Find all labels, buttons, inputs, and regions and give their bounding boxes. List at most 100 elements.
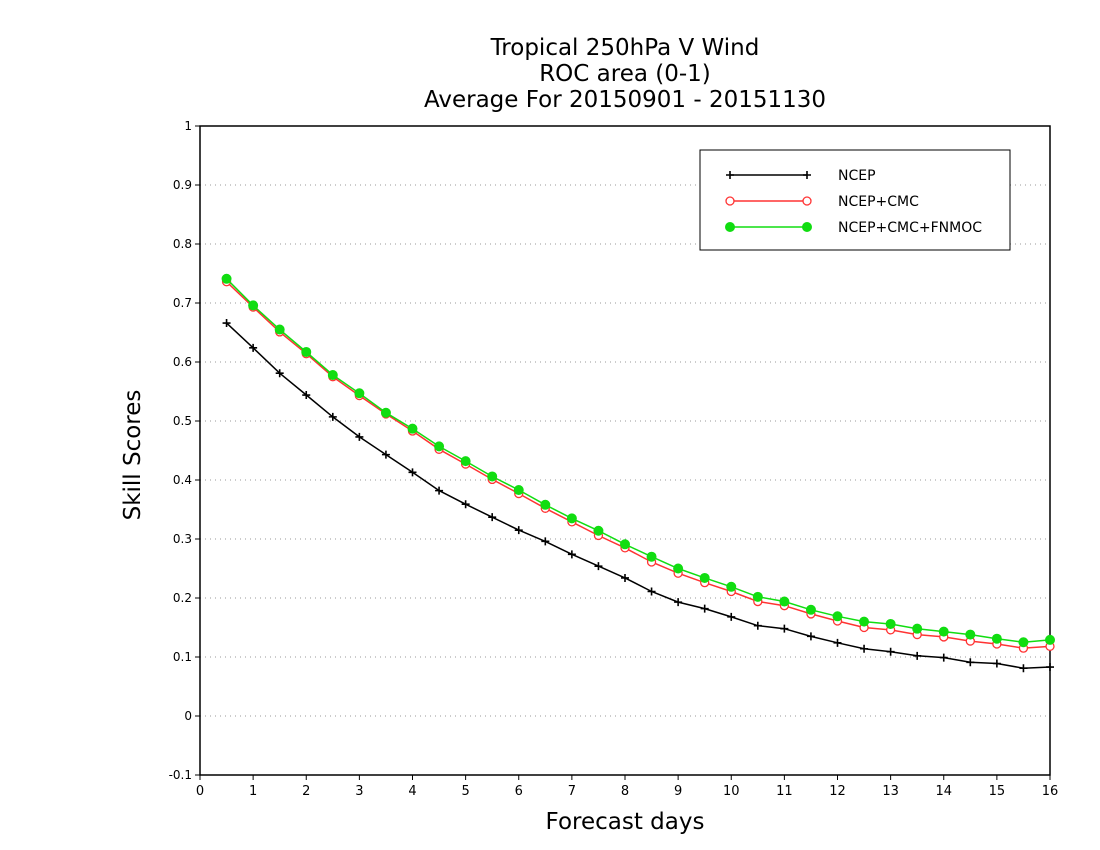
y-tick-label: 0.9	[173, 178, 192, 192]
data-point-ncep	[594, 562, 603, 571]
data-point-ncep	[700, 604, 709, 613]
x-tick-label: 6	[515, 784, 523, 799]
data-point-ncep-cmc-fnmoc	[1018, 637, 1029, 648]
data-point-ncep	[647, 587, 656, 596]
data-point-ncep	[966, 658, 975, 667]
data-point-ncep-cmc-fnmoc	[646, 551, 657, 562]
x-tick-label: 16	[1042, 784, 1059, 799]
data-point-ncep	[461, 500, 470, 509]
data-point-ncep	[302, 391, 311, 400]
x-tick-label: 2	[302, 784, 310, 799]
series-line-ncep	[226, 322, 1051, 669]
legend-marker-ncep	[726, 171, 734, 179]
data-point-ncep	[621, 573, 629, 582]
data-point-ncep-cmc-fnmoc	[380, 407, 391, 418]
y-tick-label: 0.4	[173, 473, 192, 487]
data-point-ncep-cmc-fnmoc	[513, 485, 524, 496]
data-point-ncep-cmc-fnmoc	[673, 563, 684, 574]
y-axis-label: Skill Scores	[120, 389, 146, 521]
chart-title-line-2: ROC area (0-1)	[539, 61, 711, 87]
y-tick-label: 0.3	[173, 532, 192, 546]
x-tick-label: 8	[621, 784, 629, 799]
series-line-ncep-cmc-fnmoc	[226, 278, 1051, 644]
y-tick-label: 0.1	[173, 650, 192, 664]
data-point-ncep	[222, 319, 231, 328]
x-tick-label: 3	[355, 784, 363, 799]
x-tick-label: 9	[674, 784, 682, 799]
y-tick-label: 0	[184, 709, 192, 723]
data-point-ncep	[328, 412, 337, 421]
x-tick-label: 4	[408, 784, 416, 799]
data-point-ncep-cmc-fnmoc	[726, 581, 737, 592]
y-tick-label: 0.2	[173, 591, 192, 605]
y-tick-label: 0.5	[173, 414, 192, 428]
data-point-ncep-cmc-fnmoc	[699, 572, 710, 583]
data-point-ncep-cmc-fnmoc	[354, 388, 365, 399]
data-point-ncep	[833, 638, 842, 647]
data-point-ncep-cmc-fnmoc	[912, 623, 923, 634]
legend-marker-ncep-cmc	[725, 196, 735, 206]
data-point-ncep-cmc-fnmoc	[832, 611, 843, 622]
data-point-ncep-cmc-fnmoc	[566, 513, 577, 524]
data-point-ncep	[753, 621, 762, 630]
data-point-ncep-cmc-fnmoc	[938, 626, 949, 637]
legend-marker-ncep-cmc	[802, 196, 812, 206]
x-tick-label: 7	[568, 784, 576, 799]
legend-marker-ncep	[803, 171, 811, 179]
legend-label-ncep-cmc-fnmoc: NCEP+CMC+FNMOC	[838, 220, 982, 236]
series-line-ncep-cmc	[226, 281, 1051, 649]
data-point-ncep	[806, 632, 815, 641]
data-point-ncep	[381, 450, 390, 459]
legend-label-ncep-cmc: NCEP+CMC	[838, 194, 919, 210]
y-tick-label: -0.1	[169, 768, 192, 782]
legend-marker-ncep-cmc-fnmoc	[802, 222, 812, 232]
data-point-ncep	[541, 537, 550, 546]
x-tick-label: 0	[196, 784, 204, 799]
data-point-ncep-cmc-fnmoc	[620, 539, 630, 550]
legend-marker-ncep-cmc-fnmoc	[725, 222, 735, 232]
data-point-ncep-cmc-fnmoc	[885, 618, 896, 629]
data-point-ncep-cmc-fnmoc	[805, 604, 816, 615]
data-point-ncep-cmc-fnmoc	[593, 525, 604, 536]
y-tick-label: 0.6	[173, 355, 192, 369]
legend-box	[699, 149, 1011, 251]
x-tick-label: 13	[882, 784, 899, 799]
x-tick-label: 5	[461, 784, 469, 799]
data-point-ncep	[275, 369, 284, 378]
data-point-ncep	[886, 647, 895, 656]
data-point-ncep-cmc-fnmoc	[487, 471, 498, 482]
x-tick-label: 12	[829, 784, 846, 799]
data-point-ncep	[913, 651, 922, 660]
data-point-ncep-cmc-fnmoc	[407, 423, 418, 434]
data-point-ncep-cmc-fnmoc	[327, 369, 338, 380]
data-point-ncep-cmc-fnmoc	[221, 273, 232, 284]
data-point-ncep	[567, 550, 576, 559]
y-tick-label: 0.8	[173, 237, 192, 251]
data-point-ncep-cmc-fnmoc	[779, 596, 790, 607]
legend-label-ncep: NCEP	[838, 168, 876, 184]
data-point-ncep	[674, 598, 683, 607]
data-point-ncep-cmc-fnmoc	[965, 629, 976, 640]
data-point-ncep	[249, 343, 258, 352]
chart-title-line-1: Tropical 250hPa V Wind	[490, 35, 760, 61]
data-point-ncep	[992, 659, 1001, 668]
data-point-ncep-cmc-fnmoc	[248, 300, 259, 311]
y-tick-label: 0.7	[173, 296, 192, 310]
x-tick-label: 14	[935, 784, 952, 799]
data-point-ncep	[488, 513, 497, 522]
data-point-ncep-cmc-fnmoc	[752, 591, 763, 602]
data-point-ncep	[408, 468, 417, 477]
data-point-ncep-cmc-fnmoc	[460, 456, 471, 467]
x-tick-label: 10	[723, 784, 740, 799]
y-tick-label: 1	[184, 119, 192, 133]
data-point-ncep-cmc-fnmoc	[434, 441, 445, 452]
data-point-ncep-cmc-fnmoc	[274, 324, 285, 335]
data-point-ncep	[780, 624, 789, 633]
x-tick-label: 15	[989, 784, 1006, 799]
data-point-ncep	[355, 432, 364, 441]
data-point-ncep-cmc-fnmoc	[540, 499, 551, 510]
data-point-ncep-cmc-fnmoc	[301, 346, 312, 357]
data-point-ncep	[1019, 664, 1028, 673]
